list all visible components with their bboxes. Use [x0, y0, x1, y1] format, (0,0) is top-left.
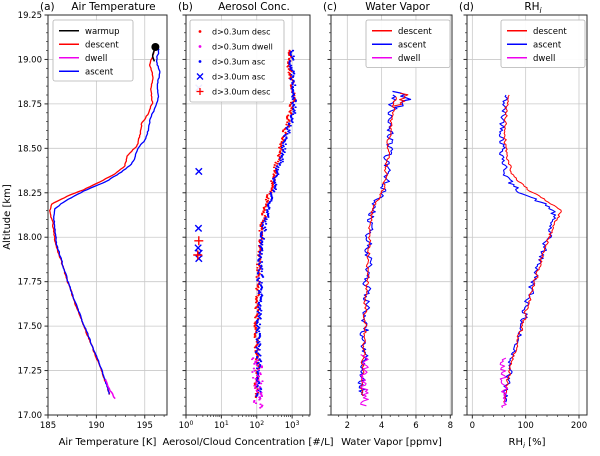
x-tick-label: 101 — [214, 420, 229, 431]
y-tick-label: 17.50 — [18, 322, 42, 332]
y-tick-label: 18.00 — [18, 233, 42, 243]
panel-b-letter: (b) — [178, 1, 193, 13]
legend-item-label: d>0.3um desc — [212, 28, 270, 37]
legend-item-label: dwell — [533, 54, 555, 64]
panel-c-letter: (c) — [323, 1, 337, 13]
y-tick-label: 17.00 — [18, 411, 42, 421]
panel-a-letter: (a) — [40, 1, 55, 13]
x-tick-label: 185 — [40, 421, 56, 431]
panel-c-frame — [330, 14, 453, 416]
y-tick-label: 18.25 — [18, 189, 42, 199]
legend-item-label: descent — [85, 40, 119, 50]
legend-item-label: d>3.0um desc — [212, 88, 270, 97]
y-tick-label: 18.75 — [18, 100, 42, 110]
legend-box — [365, 19, 451, 68]
legend-item-label: dwell — [85, 54, 107, 64]
legend-item-label: descent — [398, 27, 432, 37]
d30-asc-x-marker — [195, 167, 203, 176]
panel-d: 0 100 200 (d) RHi RHi [%] descent ascent dwell — [459, 1, 588, 450]
legend-plus-swatch — [196, 88, 204, 95]
panel-a-series-dwell — [104, 379, 116, 400]
panel-a-series-warmup-start-marker — [151, 43, 160, 51]
x-tick-label: 102 — [249, 420, 264, 431]
panel-c-xlabel: Water Vapor [ppmv] — [341, 437, 442, 448]
legend-item-label: d>3.0um asc — [212, 73, 265, 82]
y-tick-label: 19.00 — [18, 55, 42, 65]
panel-a: 185 190 195 19.25 19.00 18.75 18.50 18.25 18.00 1… — [18, 1, 168, 448]
panel-c: 2 4 6 8 (c) Water Vapor Water Vapor [ppmv] desc… — [323, 1, 453, 448]
panel-d-title: RHi — [524, 1, 542, 15]
panel-c-legend: descent ascent dwell — [365, 19, 451, 68]
legend-item-label: dwell — [398, 54, 420, 64]
panel-a-legend: warmup descent dwell ascent — [52, 19, 134, 82]
x-tick-label: 190 — [88, 421, 104, 431]
legend-item-label: descent — [533, 27, 567, 37]
x-tick-label: 100 — [518, 421, 534, 431]
x-tick-label: 103 — [285, 420, 300, 431]
x-tick-label: 0 — [470, 421, 475, 431]
d30-desc-plus-marker — [193, 250, 203, 260]
panel-b-series-d30-desc — [193, 236, 204, 260]
panel-a-xlabel: Air Temperature [K] — [59, 437, 157, 448]
y-axis-label: Altitude [km] — [2, 184, 13, 250]
legend-box — [52, 19, 134, 82]
panel-b-title: Aerosol Conc. — [218, 1, 290, 13]
legend-dot-swatch — [198, 60, 202, 63]
legend-dot-swatch — [198, 45, 202, 48]
legend-item-label: d>0.3um dwell — [212, 43, 273, 52]
panel-b-legend: d>0.3um desc d>0.3um dwell d>0.3um asc d>3.… — [189, 19, 285, 103]
y-tick-label: 17.75 — [18, 278, 42, 288]
panel-a-title: Air Temperature — [71, 1, 155, 13]
warmup-start-marker-dot-marker — [151, 43, 160, 51]
legend-item-label: warmup — [85, 27, 120, 37]
panel-d-series-ascent — [498, 94, 557, 403]
x-tick-label: 195 — [137, 421, 153, 431]
panel-b-xlabel: Aerosol/Cloud Concentration [#/L] — [162, 437, 333, 448]
legend-item-label: ascent — [533, 40, 562, 50]
legend-item-label: ascent — [85, 67, 114, 77]
x-tick-label: 2 — [345, 421, 350, 431]
panel-a-frame — [47, 14, 168, 416]
legend-dot-swatch — [198, 30, 202, 33]
y-tick-label: 17.25 — [18, 367, 42, 377]
y-tick-label: 19.25 — [18, 11, 42, 21]
panel-b-series-d03-dwell — [250, 357, 264, 409]
x-tick-label: 6 — [413, 421, 418, 431]
d30-desc-plus-marker — [194, 236, 204, 246]
d30-asc-x-marker — [194, 224, 203, 233]
legend-box — [500, 19, 586, 68]
d30-asc-x-marker — [195, 254, 203, 263]
x-tick-label: 8 — [448, 421, 453, 431]
panel-d-series-dwell — [499, 357, 509, 408]
legend-x-swatch — [196, 73, 204, 80]
panel-d-frame — [466, 14, 588, 416]
panel-d-legend: descent ascent dwell — [500, 19, 586, 68]
x-tick-label: 100 — [179, 420, 194, 431]
panel-b-series-d03-asc — [254, 49, 298, 399]
legend-item-label: ascent — [398, 40, 427, 50]
panel-c-series-ascent — [357, 94, 397, 397]
panel-c-series-descent — [360, 96, 397, 397]
legend-item-label: d>0.3um asc — [212, 58, 265, 67]
panel-c-title: Water Vapor — [365, 1, 430, 13]
panel-d-letter: (d) — [459, 1, 474, 13]
legend-box — [189, 19, 285, 103]
x-tick-label: 200 — [571, 421, 587, 431]
y-tick-label: 18.50 — [18, 144, 42, 154]
panel-b-frame — [185, 14, 311, 416]
panel-b: 100 101 102 103 (b) Aerosol Conc. Aerosol/Clou… — [162, 1, 333, 448]
panel-c-series-dwell — [359, 354, 369, 407]
panel-d-xlabel: RHi [%] — [509, 437, 546, 450]
panel-a-series-ascent — [53, 48, 161, 395]
x-tick-label: 4 — [379, 421, 384, 431]
panel-d-series-descent — [503, 94, 562, 403]
panel-c-series-descent-top-blob — [393, 92, 409, 107]
